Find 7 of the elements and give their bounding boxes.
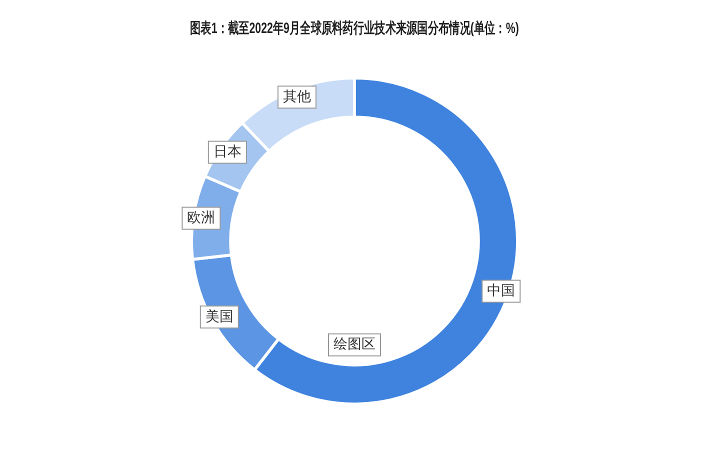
slice-label: 中国 xyxy=(487,282,516,298)
slice-label: 欧洲 xyxy=(187,209,216,226)
text: 绘图区 xyxy=(334,336,376,352)
slice-label: 日本 xyxy=(213,143,242,160)
slice-label: 美国 xyxy=(205,308,234,324)
slice-label: 其他 xyxy=(282,88,311,104)
chart-title: 图表1：截至2022年9月全球原料药行业技术来源国分布情况(单位：%) xyxy=(190,19,519,37)
